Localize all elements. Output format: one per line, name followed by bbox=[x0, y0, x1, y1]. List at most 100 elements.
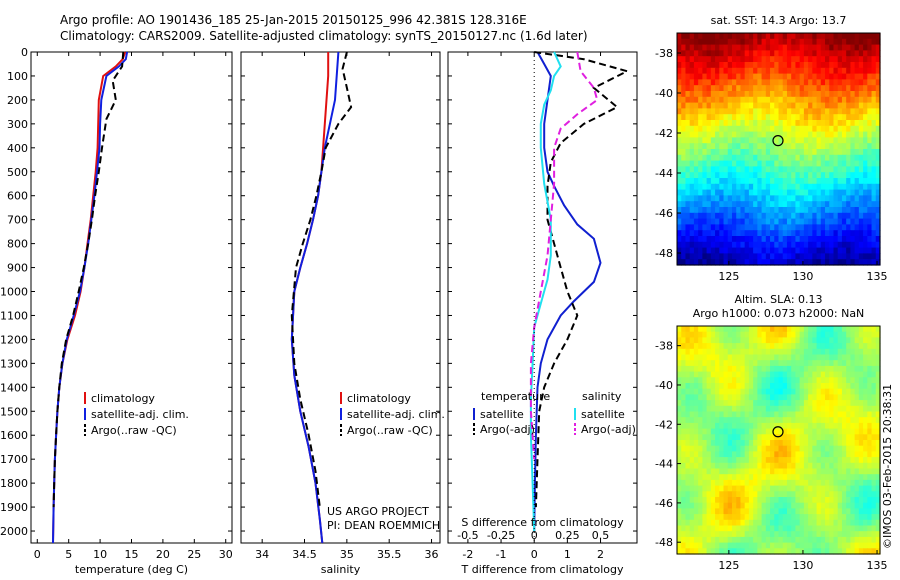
x-axis-label: T difference from climatology bbox=[461, 563, 624, 576]
imos-watermark: ©IMOS 03-Feb-2015 20:38:31 bbox=[881, 383, 894, 549]
y-tick-label: 300 bbox=[7, 118, 28, 131]
figure-title-line1: Argo profile: AO 1901436_185 25-Jan-2015… bbox=[60, 13, 527, 27]
x-tick-label: 34.5 bbox=[292, 548, 317, 561]
map-x-tick-label: 135 bbox=[867, 270, 888, 283]
x-axis-label: temperature (deg C) bbox=[75, 563, 188, 576]
argo-float-marker bbox=[772, 135, 784, 147]
map-x-tick-label: 125 bbox=[718, 270, 739, 283]
x-tick-label: 36 bbox=[425, 548, 439, 561]
map-y-tick-label: -38 bbox=[655, 47, 673, 60]
x-tick-label: 25 bbox=[187, 548, 201, 561]
y-tick-label: 0 bbox=[21, 46, 28, 59]
sla-map-title: Altim. SLA: 0.13 bbox=[734, 293, 822, 306]
map-frame bbox=[676, 325, 881, 555]
x-tick-label: -1 bbox=[496, 548, 507, 561]
x-tick-label: 20 bbox=[156, 548, 170, 561]
sla-map-panel: 125 130 135 -38 -40 -42 -44 -46 -48 Altim. SLA: 0… bbox=[655, 293, 888, 572]
legend-label: Argo(..raw -QC) bbox=[91, 424, 177, 437]
s-diff-tick-label: 0.25 bbox=[555, 529, 580, 542]
x-tick-label: 5 bbox=[65, 548, 72, 561]
y-tick-label: 400 bbox=[7, 142, 28, 155]
map-y-tick-label: -46 bbox=[655, 497, 673, 510]
legend-title-salinity: salinity bbox=[582, 390, 622, 403]
y-tick-label: 500 bbox=[7, 166, 28, 179]
map-y-tick-label: -44 bbox=[655, 167, 673, 180]
y-tick-label: 1200 bbox=[0, 333, 28, 346]
pi-credit: PI: DEAN ROEMMICH bbox=[327, 519, 441, 532]
x-tick-label: 1 bbox=[564, 548, 571, 561]
sst-map-title: sat. SST: 14.3 Argo: 13.7 bbox=[711, 14, 847, 27]
legend-label: climatology bbox=[91, 392, 155, 405]
plot-frame bbox=[30, 51, 233, 544]
series-line-argo-adj- bbox=[529, 51, 599, 460]
map-y-tick-label: -48 bbox=[655, 247, 673, 260]
legend-label: satellite bbox=[480, 408, 524, 421]
map-y-tick-label: -48 bbox=[655, 536, 673, 549]
legend-label: satellite bbox=[581, 408, 625, 421]
map-x-tick-label: 125 bbox=[718, 559, 739, 572]
x-tick-label: -2 bbox=[462, 548, 473, 561]
project-credit: US ARGO PROJECT bbox=[327, 505, 429, 518]
series-line-argo-raw-qc- bbox=[52, 51, 125, 508]
plot-frame bbox=[240, 51, 441, 544]
x-tick-label: 2 bbox=[597, 548, 604, 561]
legend-label: Argo(..raw -QC) bbox=[347, 424, 433, 437]
series-line-satellite-adj-clim- bbox=[290, 51, 340, 544]
heatmap-cells bbox=[677, 33, 881, 266]
sla-map-subtitle: Argo h1000: 0.073 h2000: NaN bbox=[693, 307, 865, 320]
x-tick-label: 35 bbox=[340, 548, 354, 561]
y-tick-label: 1900 bbox=[0, 501, 28, 514]
legend-title-temperature: temperature bbox=[481, 390, 550, 403]
temperature-panel: 0 5 10 15 20 25 300100200300400500600700800900… bbox=[0, 46, 233, 576]
figure-title-line2: Climatology: CARS2009. Satellite-adjuste… bbox=[60, 29, 588, 43]
y-tick-label: 100 bbox=[7, 70, 28, 83]
y-tick-label: 1600 bbox=[0, 429, 28, 442]
s-diff-tick-label: -0.25 bbox=[487, 529, 515, 542]
difference-panel: -2 -1 0 1 2 T difference from climatology -0.5… bbox=[447, 51, 638, 576]
map-y-tick-label: -42 bbox=[655, 127, 673, 140]
legend-label: satellite-adj. clim. bbox=[347, 408, 445, 421]
legend-label: Argo(-adj) bbox=[581, 423, 636, 436]
y-tick-label: 1100 bbox=[0, 309, 28, 322]
x-tick-label: 30 bbox=[219, 548, 233, 561]
map-x-tick-label: 130 bbox=[792, 270, 813, 283]
s-diff-tick-label: 0 bbox=[531, 529, 538, 542]
y-tick-label: 1300 bbox=[0, 357, 28, 370]
s-diff-tick-label: 0.5 bbox=[592, 529, 610, 542]
x-tick-label: 34 bbox=[255, 548, 269, 561]
y-tick-label: 900 bbox=[7, 262, 28, 275]
x-axis-label: salinity bbox=[321, 563, 361, 576]
s-diff-tick-label: -0.5 bbox=[457, 529, 478, 542]
map-x-tick-label: 135 bbox=[867, 559, 888, 572]
s-diff-axis-label: S difference from climatology bbox=[461, 516, 624, 529]
map-y-tick-label: -40 bbox=[655, 87, 673, 100]
map-y-tick-label: -38 bbox=[655, 340, 673, 353]
sst-map-panel: 125 130 135 -38 -40 -42 -44 -46 -48 sat. SST: 14.… bbox=[655, 14, 888, 283]
salinity-panel: 34 34.5 35 35.5 36 salinity climatology satelli… bbox=[240, 51, 445, 576]
x-tick-label: 10 bbox=[93, 548, 107, 561]
y-tick-label: 1000 bbox=[0, 286, 28, 299]
heatmap-cells bbox=[677, 326, 881, 555]
map-y-tick-label: -42 bbox=[655, 418, 673, 431]
y-tick-label: 2000 bbox=[0, 525, 28, 538]
y-tick-label: 1700 bbox=[0, 453, 28, 466]
map-x-tick-label: 130 bbox=[792, 559, 813, 572]
legend-label: satellite-adj. clim. bbox=[91, 408, 189, 421]
series-line-satellite bbox=[533, 51, 602, 532]
x-tick-label: 15 bbox=[125, 548, 139, 561]
x-tick-label: 0 bbox=[531, 548, 538, 561]
map-y-tick-label: -44 bbox=[655, 458, 673, 471]
map-y-tick-label: -40 bbox=[655, 379, 673, 392]
series-line-argo-raw-qc- bbox=[290, 51, 353, 508]
argo-float-marker bbox=[772, 426, 784, 438]
y-tick-label: 200 bbox=[7, 94, 28, 107]
legend-label: Argo(-adj) bbox=[480, 423, 535, 436]
map-y-tick-label: -46 bbox=[655, 207, 673, 220]
y-tick-label: 1400 bbox=[0, 381, 28, 394]
y-tick-label: 600 bbox=[7, 190, 28, 203]
legend-label: climatology bbox=[347, 392, 411, 405]
x-tick-label: 35.5 bbox=[377, 548, 402, 561]
y-tick-label: 700 bbox=[7, 214, 28, 227]
y-tick-label: 1800 bbox=[0, 477, 28, 490]
